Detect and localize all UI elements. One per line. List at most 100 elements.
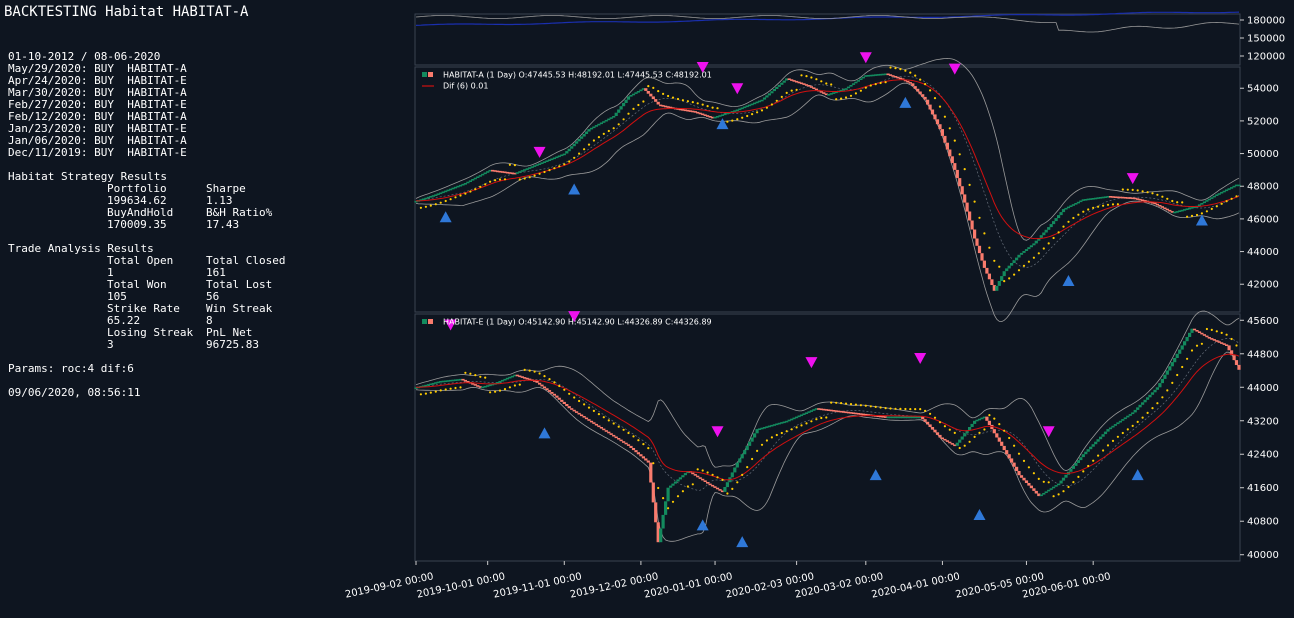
candle	[491, 169, 495, 172]
candle	[767, 93, 771, 96]
psar-dot	[578, 152, 581, 155]
candle	[1089, 446, 1093, 450]
psar-dot	[592, 139, 596, 142]
psar-dot	[770, 436, 774, 439]
candle	[1091, 444, 1095, 447]
psar-dot	[1131, 188, 1134, 191]
candle	[856, 413, 860, 415]
candle	[906, 80, 910, 83]
candle	[570, 408, 574, 410]
candle	[503, 378, 507, 381]
psar-dot	[854, 92, 858, 95]
candle	[577, 412, 581, 415]
psar-dot	[805, 75, 808, 78]
candle	[681, 109, 685, 111]
candle	[945, 142, 949, 150]
candle	[790, 418, 794, 421]
candle	[493, 170, 497, 172]
candle	[542, 161, 547, 163]
candle	[859, 78, 863, 80]
candle	[555, 395, 559, 398]
candle	[1160, 378, 1164, 384]
candle	[1054, 218, 1058, 222]
psar-dot	[568, 160, 571, 163]
psar-dot	[973, 435, 976, 438]
candle	[824, 93, 828, 96]
dif-line	[416, 79, 1240, 240]
candle	[530, 166, 534, 168]
psar-dot	[879, 81, 882, 85]
psar-dot	[859, 89, 863, 92]
candle	[943, 135, 947, 143]
candle	[782, 80, 786, 83]
candle	[955, 169, 959, 179]
psar-dot	[835, 401, 838, 404]
candle	[649, 93, 653, 97]
candle	[1108, 196, 1113, 198]
candle	[1155, 203, 1159, 206]
candle	[580, 136, 584, 139]
psar-dot	[459, 386, 462, 389]
candle	[743, 450, 747, 455]
psar-dot	[528, 176, 531, 179]
candle	[990, 279, 994, 285]
candle	[809, 410, 813, 412]
psar-dot	[909, 71, 912, 74]
psar-dot	[706, 471, 709, 474]
candle	[478, 386, 482, 388]
psar-dot	[508, 386, 511, 389]
psar-dot	[716, 107, 719, 110]
candle	[629, 445, 633, 448]
candle	[577, 138, 581, 142]
psar-dot	[919, 408, 922, 411]
candle	[738, 108, 742, 111]
candle	[881, 73, 885, 76]
candle	[617, 438, 621, 440]
candle	[540, 384, 544, 387]
candle	[713, 116, 717, 119]
candle	[896, 416, 900, 419]
result-cell: 65.22	[107, 314, 141, 327]
y-tick-label: 50000	[1247, 149, 1279, 160]
candle	[1034, 240, 1038, 244]
psar-dot	[1225, 333, 1228, 336]
psar-dot	[1210, 207, 1213, 210]
candle	[898, 416, 902, 419]
panel-frame	[414, 313, 1241, 562]
candle	[842, 411, 846, 413]
upper-band	[415, 310, 1240, 472]
buy-marker	[1062, 274, 1075, 286]
candle	[861, 76, 865, 79]
psar-dot	[731, 487, 734, 490]
psar-dot	[775, 99, 778, 102]
psar-dot	[1200, 212, 1203, 215]
candle	[619, 439, 623, 442]
candle	[1225, 189, 1229, 192]
candle	[565, 151, 569, 154]
psar-dot	[607, 419, 610, 422]
candle	[626, 444, 631, 446]
psar-dot	[983, 428, 986, 431]
psar-dot	[637, 439, 640, 442]
candle	[703, 114, 707, 116]
psar-dot	[553, 381, 556, 384]
candle	[834, 91, 838, 94]
page-title: BACKTESTING Habitat HABITAT-A	[4, 4, 249, 20]
psar-dot	[1126, 188, 1129, 191]
candle	[720, 490, 725, 493]
psar-dot	[1136, 420, 1139, 423]
psar-dot	[1195, 213, 1199, 217]
candle	[708, 483, 712, 486]
candle	[864, 75, 868, 77]
candle	[767, 425, 771, 428]
candle	[629, 95, 633, 97]
psar-dot	[513, 384, 517, 387]
psar-dot	[1215, 205, 1218, 208]
candle	[654, 99, 658, 102]
candle	[745, 445, 749, 451]
psar-dot	[617, 425, 620, 428]
candle	[661, 105, 665, 107]
result-cell: 1.13	[206, 194, 233, 207]
psar-dot	[627, 431, 630, 435]
psar-dot	[904, 69, 907, 72]
